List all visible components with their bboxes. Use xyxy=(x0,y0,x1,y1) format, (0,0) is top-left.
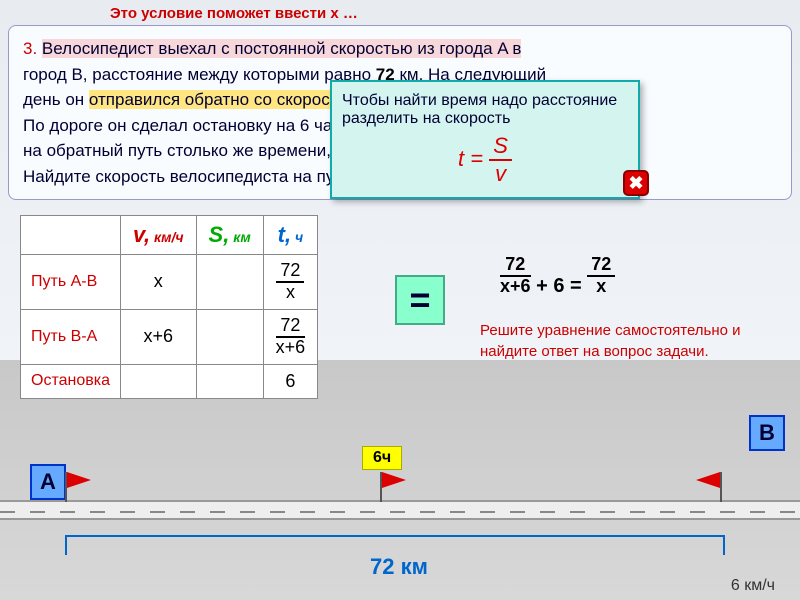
cell-t3: 6 xyxy=(263,364,318,398)
distance-bracket xyxy=(65,535,725,555)
hint-text: Это условие поможет ввести x … xyxy=(110,5,358,22)
distance-label: 72 км xyxy=(370,554,428,580)
cell-t1: 72x xyxy=(263,255,318,310)
eq-frac1: 72x+6 xyxy=(500,255,531,297)
road xyxy=(0,500,800,520)
cell-v2: x+6 xyxy=(120,309,196,364)
cell-t2: 72x+6 xyxy=(263,309,318,364)
table-row: Остановка 6 xyxy=(21,364,318,398)
problem-l3a: день он xyxy=(23,90,89,109)
table-row: Путь A-B x 72x xyxy=(21,255,318,310)
row-label: Путь A-B xyxy=(21,255,121,310)
empty-cell xyxy=(21,216,121,255)
speed-note: 6 км/ч xyxy=(731,577,775,595)
problem-number: 3. xyxy=(23,39,37,58)
problem-l2a: город B, расстояние между которыми равно xyxy=(23,65,376,84)
table-header-row: v, км/ч S, км t, ч xyxy=(21,216,318,255)
data-table: v, км/ч S, км t, ч Путь A-B x 72x Путь B… xyxy=(20,215,318,399)
main-equation: 72x+6 + 6 = 72x xyxy=(500,255,615,298)
row-label: Путь B-A xyxy=(21,309,121,364)
road-centerline xyxy=(0,511,800,513)
formula-tooltip: Чтобы найти время надо расстояние раздел… xyxy=(330,80,640,199)
numerator: S xyxy=(489,133,512,161)
solve-instruction: Решите уравнение самостоятельно и найдит… xyxy=(480,320,780,362)
header-t: t, ч xyxy=(263,216,318,255)
cell-s2 xyxy=(196,309,263,364)
cell-v1: x xyxy=(120,255,196,310)
denominator: v xyxy=(489,161,512,187)
header-v: v, км/ч xyxy=(120,216,196,255)
close-button[interactable]: ✖ xyxy=(623,170,649,196)
stop-duration: 6ч xyxy=(362,446,402,470)
marker-b: B xyxy=(749,415,785,451)
eq-frac2: 72x xyxy=(587,255,615,297)
table-row: Путь B-A x+6 72x+6 xyxy=(21,309,318,364)
problem-l1: Велосипедист выехал с постоянной скорост… xyxy=(42,39,522,58)
eq-plus: + 6 = xyxy=(536,275,587,297)
tooltip-text: Чтобы найти время надо расстояние раздел… xyxy=(342,92,628,128)
header-s: S, км xyxy=(196,216,263,255)
var-t: t xyxy=(458,146,464,171)
cell-s3 xyxy=(196,364,263,398)
marker-a: A xyxy=(30,464,66,500)
equals-box: = xyxy=(395,275,445,325)
row-label: Остановка xyxy=(21,364,121,398)
fraction: S v xyxy=(489,133,512,187)
cell-v3 xyxy=(120,364,196,398)
data-table-wrap: v, км/ч S, км t, ч Путь A-B x 72x Путь B… xyxy=(20,215,318,399)
equals: = xyxy=(470,146,489,171)
cell-s1 xyxy=(196,255,263,310)
formula: t = S v xyxy=(342,133,628,187)
